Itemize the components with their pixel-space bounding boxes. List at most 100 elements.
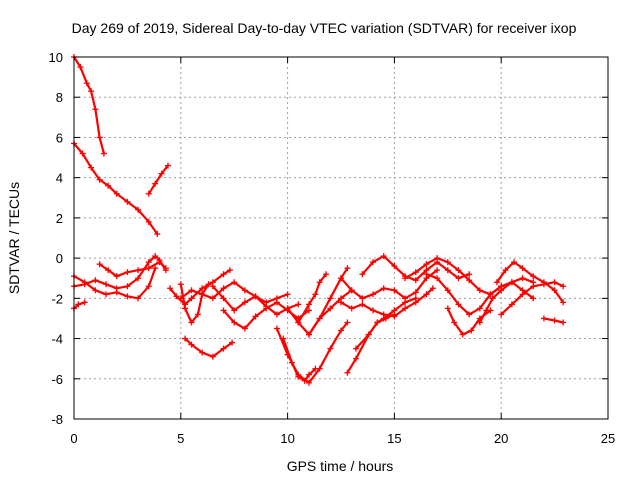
series-sat-o bbox=[280, 335, 319, 384]
series-line bbox=[169, 269, 231, 306]
data-point bbox=[327, 345, 334, 352]
series-sat-ad bbox=[540, 315, 567, 326]
data-point bbox=[177, 295, 184, 302]
data-point bbox=[231, 307, 238, 314]
data-point bbox=[199, 291, 206, 298]
data-point bbox=[284, 305, 291, 312]
x-tick-label: 25 bbox=[601, 431, 615, 446]
data-point bbox=[188, 341, 195, 348]
data-point bbox=[77, 64, 84, 71]
series-sat-q bbox=[295, 271, 330, 326]
data-point bbox=[391, 287, 398, 294]
data-point bbox=[391, 263, 398, 270]
data-point bbox=[468, 327, 475, 334]
data-point bbox=[391, 313, 398, 320]
data-point bbox=[182, 305, 189, 312]
data-point bbox=[79, 150, 86, 157]
data-point bbox=[412, 277, 419, 284]
data-point bbox=[273, 311, 280, 318]
data-point bbox=[412, 289, 419, 296]
y-tick-label: 4 bbox=[56, 171, 63, 186]
data-point bbox=[530, 273, 537, 280]
data-point bbox=[466, 277, 473, 284]
series-line bbox=[282, 337, 317, 382]
data-point bbox=[519, 275, 526, 282]
data-point bbox=[188, 287, 195, 294]
data-point bbox=[81, 299, 88, 306]
data-point bbox=[444, 259, 451, 266]
data-point bbox=[241, 325, 248, 332]
data-point bbox=[508, 301, 515, 308]
series-line bbox=[495, 261, 565, 304]
y-tick-label: -4 bbox=[51, 332, 63, 347]
plot-frame bbox=[73, 56, 609, 420]
data-point bbox=[489, 295, 496, 302]
data-point bbox=[252, 313, 259, 320]
data-point bbox=[312, 291, 319, 298]
data-point bbox=[380, 311, 387, 318]
series-sat-r bbox=[305, 265, 351, 338]
data-point bbox=[483, 307, 490, 314]
chart-title: Day 269 of 2019, Sidereal Day-to-day VTE… bbox=[72, 20, 577, 36]
data-point bbox=[312, 365, 319, 372]
data-point bbox=[220, 285, 227, 292]
data-point bbox=[188, 295, 195, 302]
axis-ticks: 0 5 10 15 20 25 -8 -6 -4 -2 0 2 4 6 8 10 bbox=[49, 50, 616, 446]
data-point bbox=[305, 307, 312, 314]
data-point bbox=[113, 273, 120, 280]
x-tick-label: 5 bbox=[177, 431, 184, 446]
data-point bbox=[338, 327, 344, 334]
data-point bbox=[493, 279, 500, 286]
series-sat-c bbox=[145, 162, 171, 197]
series-sat-s bbox=[338, 267, 441, 302]
data-point bbox=[560, 283, 567, 290]
y-tick-label: -8 bbox=[51, 412, 63, 427]
data-point bbox=[511, 259, 518, 266]
data-point bbox=[540, 281, 547, 288]
data-point bbox=[182, 335, 189, 342]
series-sat-u bbox=[352, 295, 419, 352]
x-tick-label: 10 bbox=[280, 431, 294, 446]
series-line bbox=[184, 337, 234, 358]
data-point bbox=[284, 291, 291, 298]
data-point bbox=[280, 335, 287, 342]
data-point bbox=[135, 275, 142, 282]
series-sat-k bbox=[177, 279, 291, 306]
data-point bbox=[145, 190, 152, 197]
data-point bbox=[252, 293, 259, 300]
series-sat-y bbox=[423, 271, 537, 318]
data-point bbox=[402, 305, 409, 312]
data-point bbox=[113, 190, 120, 197]
data-point bbox=[75, 301, 82, 308]
data-point bbox=[560, 319, 567, 326]
data-point bbox=[135, 295, 142, 302]
series-sat-ab bbox=[493, 259, 567, 306]
data-point bbox=[301, 377, 308, 384]
data-point bbox=[370, 291, 377, 298]
data-point bbox=[124, 269, 131, 276]
data-point bbox=[348, 287, 355, 294]
data-point bbox=[444, 305, 451, 312]
data-point bbox=[391, 307, 398, 314]
data-point bbox=[162, 265, 169, 272]
data-point bbox=[96, 176, 103, 183]
data-point bbox=[487, 291, 494, 298]
data-point bbox=[288, 359, 295, 366]
data-point bbox=[455, 301, 462, 308]
data-point bbox=[338, 299, 344, 306]
data-point bbox=[359, 295, 366, 302]
data-point bbox=[305, 371, 312, 378]
data-point bbox=[380, 253, 387, 260]
y-tick-label: 2 bbox=[56, 211, 63, 226]
data-point bbox=[92, 277, 99, 284]
data-point bbox=[380, 285, 387, 292]
series-line bbox=[339, 269, 439, 300]
data-point bbox=[188, 319, 195, 326]
data-point bbox=[365, 331, 372, 338]
data-point bbox=[352, 355, 359, 362]
data-point bbox=[459, 331, 466, 338]
y-tick-label: 10 bbox=[49, 50, 63, 65]
data-point bbox=[551, 279, 558, 286]
data-point bbox=[135, 206, 142, 213]
data-point bbox=[429, 285, 436, 292]
